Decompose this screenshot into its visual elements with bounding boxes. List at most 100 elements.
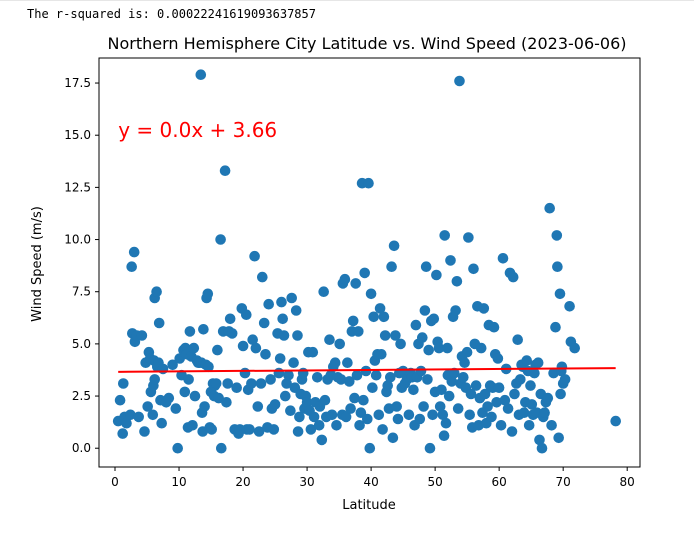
data-point — [216, 442, 227, 454]
data-point — [149, 374, 160, 385]
data-point — [437, 409, 449, 421]
data-point — [434, 401, 446, 412]
data-point — [373, 409, 385, 421]
data-point — [427, 409, 438, 421]
data-point — [339, 273, 351, 285]
data-point — [274, 353, 286, 364]
x-axis-ticks: 0 10 20 30 40 50 60 70 80 — [111, 467, 635, 489]
data-point — [210, 378, 222, 389]
data-point — [231, 382, 242, 394]
data-point — [292, 426, 304, 437]
data-point — [431, 269, 442, 281]
data-point — [117, 428, 128, 439]
data-point — [347, 315, 359, 327]
data-point — [340, 411, 352, 423]
data-points — [112, 69, 621, 454]
data-point — [556, 361, 568, 373]
data-point — [534, 434, 545, 446]
data-point — [433, 342, 445, 354]
data-point — [382, 380, 394, 391]
data-point — [523, 420, 535, 431]
data-point — [552, 261, 563, 273]
data-point — [559, 374, 571, 385]
data-point — [308, 411, 320, 423]
y-tick-label: 10.0 — [64, 233, 91, 247]
data-point — [546, 420, 557, 431]
data-point — [244, 424, 255, 435]
data-point — [475, 342, 487, 354]
data-point — [364, 442, 376, 454]
data-point — [391, 401, 403, 412]
regression-line — [118, 367, 616, 373]
data-point — [198, 324, 209, 335]
data-point — [212, 344, 223, 356]
data-point — [525, 380, 536, 391]
data-point — [281, 378, 292, 389]
data-point — [387, 432, 399, 444]
data-point — [269, 399, 281, 410]
data-point — [265, 374, 276, 385]
data-point — [468, 263, 479, 275]
x-tick-label: 40 — [363, 475, 378, 489]
data-point — [312, 372, 323, 383]
data-point — [219, 165, 231, 176]
data-point — [374, 303, 386, 314]
data-point — [329, 357, 341, 369]
data-point — [202, 288, 214, 300]
data-point — [183, 374, 194, 385]
data-point — [365, 288, 377, 300]
data-point — [253, 426, 265, 437]
data-point — [268, 424, 280, 435]
data-point — [360, 365, 372, 377]
data-point — [278, 330, 290, 341]
data-point — [422, 374, 433, 385]
data-point — [153, 317, 165, 329]
data-point — [418, 401, 429, 412]
data-point — [326, 409, 338, 421]
data-point — [442, 342, 453, 354]
data-point — [125, 409, 136, 421]
data-point — [512, 334, 523, 346]
data-point — [368, 311, 380, 323]
x-tick-label: 80 — [620, 475, 635, 489]
x-tick-label: 20 — [235, 475, 250, 489]
data-point — [350, 278, 362, 289]
y-tick-label: 17.5 — [64, 76, 91, 90]
data-point — [359, 267, 371, 279]
data-point — [445, 255, 456, 266]
data-point — [237, 340, 249, 352]
data-point — [488, 321, 500, 333]
data-point — [126, 261, 137, 273]
data-point — [246, 378, 257, 389]
data-point — [378, 311, 390, 323]
data-point — [363, 177, 374, 189]
data-point — [499, 394, 511, 406]
data-point — [307, 346, 319, 358]
x-tick-label: 70 — [556, 475, 571, 489]
data-point — [491, 397, 502, 408]
x-axis-label: Latitude — [342, 498, 396, 513]
data-point — [335, 374, 347, 385]
data-point — [276, 296, 287, 308]
data-point — [353, 326, 364, 337]
data-point — [136, 330, 148, 341]
data-point — [247, 334, 258, 346]
data-point — [392, 413, 404, 425]
data-point — [554, 288, 566, 300]
regression-equation: y = 0.0x + 3.66 — [118, 118, 277, 142]
data-point — [151, 286, 162, 298]
data-point — [239, 367, 251, 379]
data-point — [277, 313, 289, 325]
data-point — [286, 292, 298, 304]
data-point — [189, 390, 201, 402]
data-point — [478, 303, 490, 314]
data-point — [121, 417, 132, 429]
data-point — [142, 401, 153, 412]
data-point — [443, 390, 455, 402]
data-point — [553, 432, 564, 444]
data-point — [195, 69, 207, 80]
data-point — [349, 392, 360, 404]
data-point — [454, 75, 465, 87]
data-point — [344, 376, 355, 387]
